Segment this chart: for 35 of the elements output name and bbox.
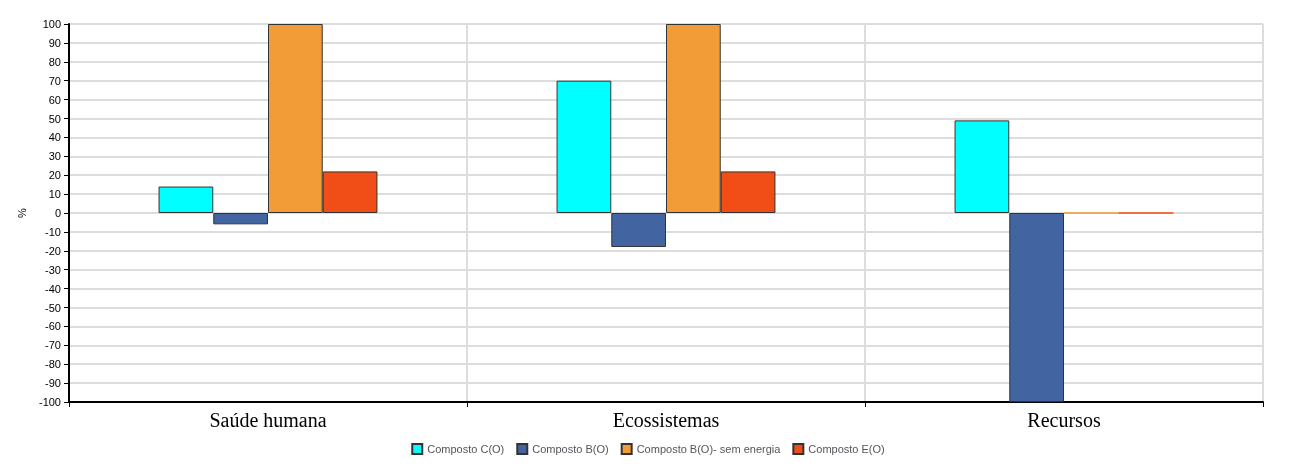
- bar: [1009, 213, 1064, 402]
- bar: [954, 120, 1010, 213]
- bar: [611, 213, 666, 248]
- y-tick-label: 30: [48, 150, 61, 163]
- y-tick-label: -20: [45, 244, 61, 257]
- x-tick-label: Recursos: [1027, 409, 1101, 431]
- y-tick-label: -10: [45, 225, 61, 238]
- y-tick-label: 60: [48, 93, 61, 106]
- bar: [213, 213, 268, 225]
- y-tick-label: 0: [54, 207, 61, 219]
- y-tick-label: 50: [48, 112, 61, 125]
- y-tick-label: -30: [45, 263, 61, 276]
- y-tick-label: -80: [45, 358, 61, 371]
- y-tick-label: -90: [45, 377, 61, 390]
- y-tick-label: -60: [45, 320, 61, 333]
- legend-label: Composto C(O): [427, 443, 505, 455]
- y-tick-label: 100: [42, 18, 61, 30]
- y-tick-label: -70: [45, 339, 61, 352]
- bar: [556, 80, 612, 213]
- y-tick-label: -50: [45, 301, 61, 314]
- legend-label: Composto E(O): [808, 443, 885, 455]
- y-tick-label: 10: [48, 188, 61, 201]
- y-tick-label: 40: [48, 131, 61, 144]
- y-axis-title: %: [15, 207, 28, 218]
- legend-label: Composto B(O)- sem energia: [636, 443, 782, 455]
- y-tick-label: 90: [48, 36, 61, 49]
- x-tick-label: Ecossistemas: [612, 409, 720, 431]
- y-tick-label: 80: [48, 55, 61, 68]
- y-tick-label: 20: [48, 169, 61, 182]
- bar: [158, 186, 214, 213]
- y-tick-label: -40: [45, 282, 61, 295]
- legend-label: Composto B(O): [532, 443, 609, 455]
- y-tick-label: -100: [38, 396, 61, 408]
- y-tick-label: 70: [48, 74, 61, 87]
- x-tick-label: Saúde humana: [209, 409, 327, 431]
